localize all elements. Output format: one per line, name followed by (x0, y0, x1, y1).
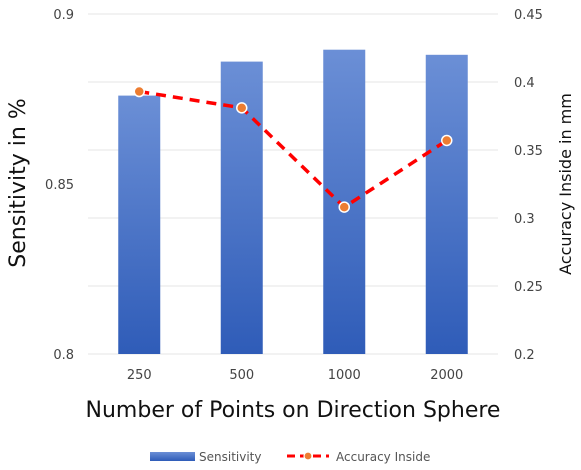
bar-sensitivity-250 (118, 95, 161, 354)
legend-label-accuracy: Accuracy Inside (336, 450, 430, 464)
x-axis-title: Number of Points on Direction Sphere (86, 398, 501, 423)
legend-swatch-sensitivity (150, 452, 195, 461)
accuracy-point-250 (133, 85, 145, 98)
bar-series (118, 49, 468, 355)
y2-axis-title: Accuracy Inside in mm (556, 93, 575, 275)
accuracy-line (138, 89, 448, 209)
accuracy-point-1000 (338, 201, 350, 213)
x-tick-label: 500 (229, 368, 254, 383)
legend-label-sensitivity: Sensitivity (199, 450, 261, 464)
y2-tick-label: 0.2 (514, 348, 535, 363)
x-tick-label: 1000 (328, 368, 361, 383)
y-axis-title: Sensitivity in % (6, 98, 31, 267)
x-tick-label: 250 (127, 368, 152, 383)
y-tick-label: 0.8 (53, 348, 74, 363)
y-tick-label: 0.9 (53, 8, 74, 23)
left-axis-ticks: 0.8 0.85 0.9 (45, 8, 74, 363)
y2-tick-label: 0.35 (514, 144, 543, 159)
accuracy-point-500 (236, 102, 248, 114)
y2-tick-label: 0.25 (514, 280, 543, 295)
y2-tick-label: 0.3 (514, 212, 535, 227)
right-axis-ticks: 0.2 0.25 0.3 0.35 0.4 0.45 (514, 8, 543, 363)
y-tick-label: 0.85 (45, 178, 74, 193)
x-tick-label: 2000 (430, 368, 463, 383)
line-series (133, 85, 453, 213)
y2-tick-label: 0.4 (514, 76, 535, 91)
accuracy-point-2000 (441, 134, 453, 147)
y2-tick-label: 0.45 (514, 8, 543, 23)
x-axis-ticks: 250 500 1000 2000 (127, 368, 463, 383)
legend: Sensitivity Accuracy Inside (150, 450, 430, 464)
legend-swatch-accuracy-marker (303, 451, 313, 461)
bar-sensitivity-2000 (425, 54, 468, 355)
